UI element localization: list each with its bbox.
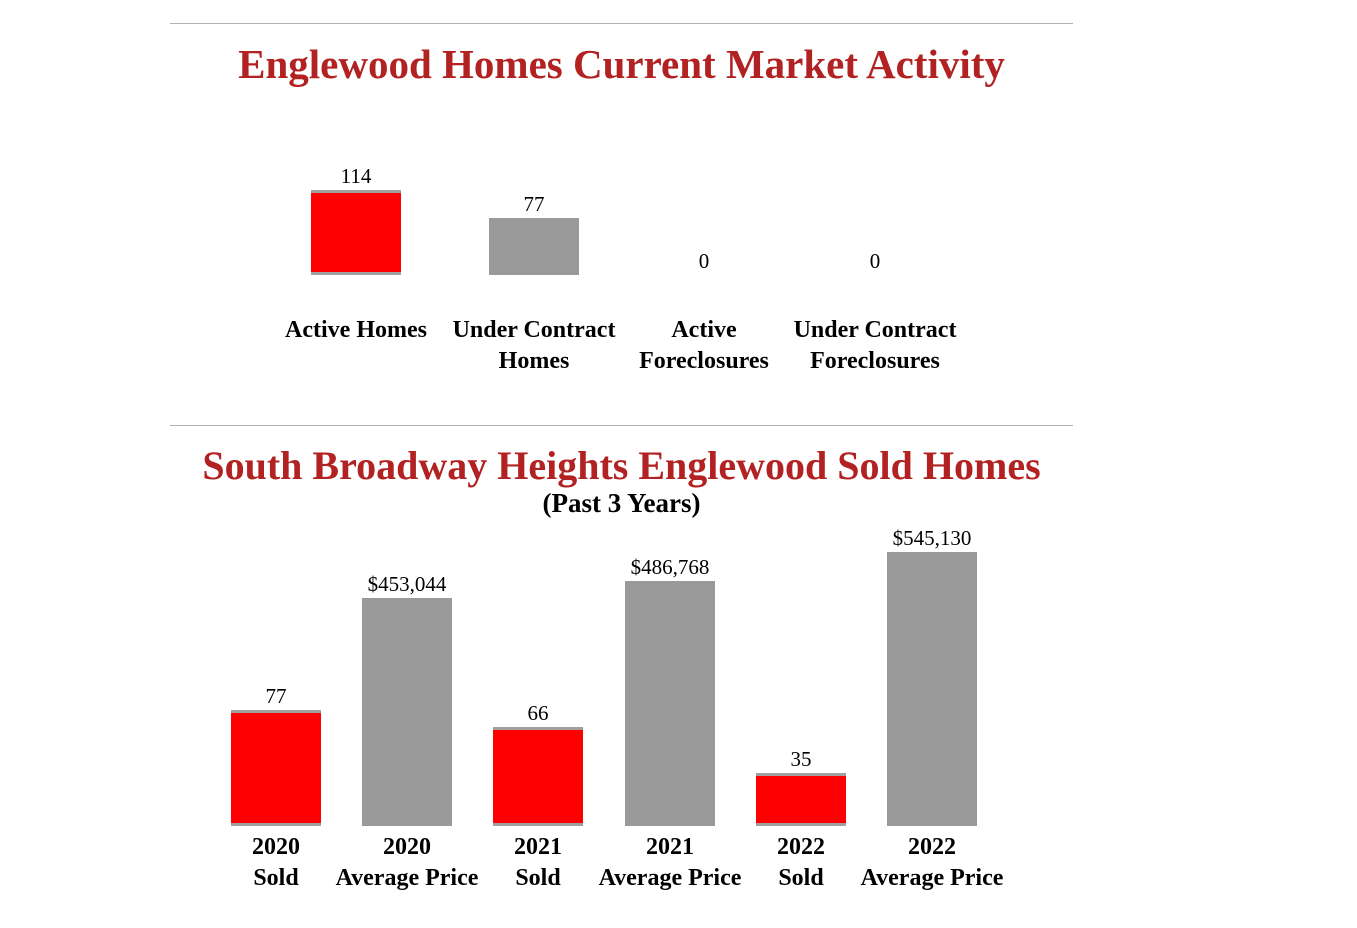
value-label-3: 0: [698, 249, 710, 273]
category-label-1: Active Homes: [285, 317, 427, 343]
category-label-1: 2020 Sold: [252, 834, 300, 891]
value-label-1: 114: [340, 164, 372, 188]
value-label-4: $486,768: [630, 555, 710, 580]
category-label-6: 2022 Average Price: [860, 834, 1004, 891]
bar-1: [311, 190, 401, 275]
sold-homes-subtitle: (Past 3 Years): [542, 488, 701, 518]
top-divider: [170, 23, 1073, 24]
value-label-4: 0: [869, 249, 881, 273]
value-label-2: $453,044: [367, 572, 447, 597]
bar-5: [756, 773, 846, 826]
value-label-5: 35: [790, 747, 812, 772]
sold-homes-title: South Broadway Heights Englewood Sold Ho…: [202, 443, 1041, 488]
category-label-5: 2022 Sold: [777, 834, 825, 891]
value-label-3: 66: [527, 700, 549, 725]
category-label-3: 2021 Sold: [514, 834, 562, 891]
bar-1: [231, 710, 321, 826]
category-label-4: 2021 Average Price: [598, 834, 742, 891]
category-label-2: Under Contract Homes: [452, 317, 616, 374]
value-label-6: $545,130: [892, 526, 972, 550]
middle-divider: [170, 425, 1073, 426]
market-activity-title: Englewood Homes Current Market Activity: [238, 41, 1005, 87]
value-label-1: 77: [265, 684, 287, 708]
value-label-2: 77: [523, 191, 545, 216]
category-label-4: Under Contract Foreclosures: [793, 317, 957, 374]
bar-2: [489, 217, 579, 275]
bar-6: [887, 552, 977, 826]
category-label-2: 2020 Average Price: [335, 834, 479, 891]
category-label-3: Active Foreclosures: [639, 317, 769, 374]
bar-3: [493, 726, 583, 826]
bar-2: [362, 598, 452, 826]
bar-4: [625, 581, 715, 826]
